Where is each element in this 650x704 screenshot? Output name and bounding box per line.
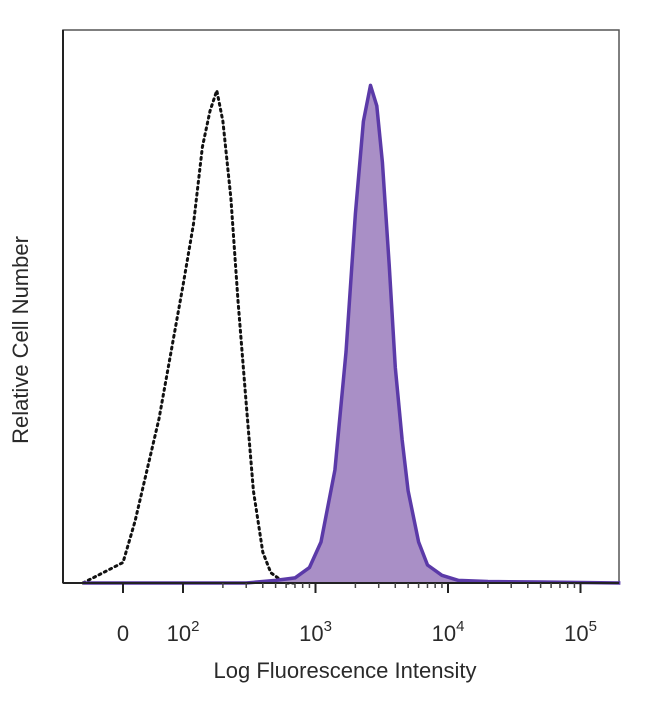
y-axis-label: Relative Cell Number — [8, 236, 33, 444]
series-1-line — [83, 83, 621, 585]
x-tick-label-3: 104 — [432, 618, 465, 646]
series-1-fill — [83, 85, 621, 584]
x-axis-label: Log Fluorescence Intensity — [214, 658, 477, 683]
x-tick-label-0: 0 — [117, 621, 129, 646]
x-tick-label-4: 105 — [564, 618, 597, 646]
series-layer — [81, 83, 621, 585]
series-0-line — [81, 89, 297, 585]
x-tick-layer: 0 102 103 104 105 — [117, 583, 597, 646]
x-tick-label-1: 102 — [167, 618, 200, 646]
x-tick-label-2: 103 — [299, 618, 332, 646]
